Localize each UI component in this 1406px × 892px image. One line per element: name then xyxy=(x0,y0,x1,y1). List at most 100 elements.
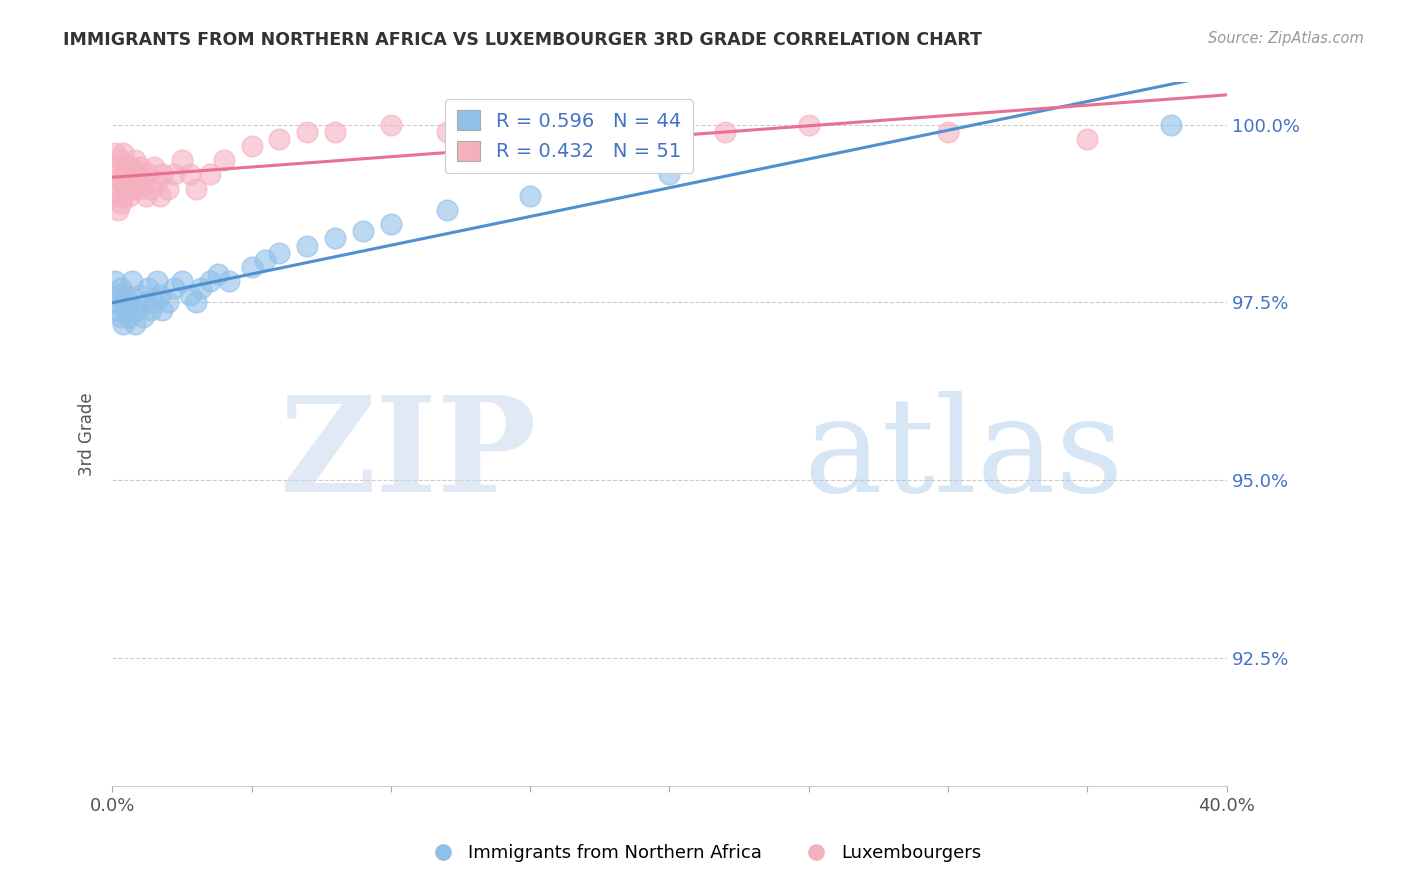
Point xyxy=(110,310,132,324)
Point xyxy=(152,167,174,181)
Point xyxy=(118,188,141,202)
Legend: R = 0.596   N = 44, R = 0.432   N = 51: R = 0.596 N = 44, R = 0.432 N = 51 xyxy=(446,99,693,173)
Point xyxy=(380,217,402,231)
Point xyxy=(135,188,157,202)
Point xyxy=(127,167,149,181)
Point xyxy=(156,295,179,310)
Text: IMMIGRANTS FROM NORTHERN AFRICA VS LUXEMBOURGER 3RD GRADE CORRELATION CHART: IMMIGRANTS FROM NORTHERN AFRICA VS LUXEM… xyxy=(63,31,983,49)
Point xyxy=(269,132,291,146)
Point xyxy=(104,167,127,181)
Point xyxy=(380,118,402,132)
Point xyxy=(110,174,132,188)
Point xyxy=(184,181,207,195)
Point xyxy=(115,161,138,175)
Point xyxy=(129,181,152,195)
Point xyxy=(170,274,193,288)
Point xyxy=(143,295,166,310)
Point xyxy=(198,274,221,288)
Point xyxy=(115,181,138,195)
Point xyxy=(129,288,152,302)
Point xyxy=(436,125,458,139)
Point xyxy=(936,125,959,139)
Point xyxy=(135,295,157,310)
Point xyxy=(104,146,127,161)
Point xyxy=(138,167,160,181)
Point xyxy=(146,274,169,288)
Point xyxy=(179,167,201,181)
Point xyxy=(323,231,346,245)
Point xyxy=(118,167,141,181)
Point xyxy=(714,125,737,139)
Point xyxy=(658,167,681,181)
Point xyxy=(323,125,346,139)
Point xyxy=(297,238,319,252)
Point xyxy=(107,181,129,195)
Point xyxy=(107,161,129,175)
Point xyxy=(179,288,201,302)
Point xyxy=(436,202,458,217)
Y-axis label: 3rd Grade: 3rd Grade xyxy=(79,392,96,475)
Point xyxy=(141,302,163,317)
Point xyxy=(149,188,172,202)
Legend: Immigrants from Northern Africa, Luxembourgers: Immigrants from Northern Africa, Luxembo… xyxy=(418,838,988,870)
Point xyxy=(129,161,152,175)
Point xyxy=(152,302,174,317)
Point xyxy=(1076,132,1098,146)
Point xyxy=(269,245,291,260)
Point xyxy=(658,118,681,132)
Point xyxy=(184,295,207,310)
Point xyxy=(143,161,166,175)
Point xyxy=(212,153,235,168)
Point xyxy=(162,167,184,181)
Point xyxy=(124,153,146,168)
Point xyxy=(190,281,212,295)
Text: atlas: atlas xyxy=(803,391,1123,520)
Point xyxy=(110,281,132,295)
Point xyxy=(207,267,229,281)
Point xyxy=(121,161,143,175)
Point xyxy=(107,302,129,317)
Point xyxy=(110,153,132,168)
Text: ZIP: ZIP xyxy=(278,391,536,520)
Point xyxy=(112,317,135,331)
Point xyxy=(115,288,138,302)
Point xyxy=(118,295,141,310)
Point xyxy=(218,274,240,288)
Point xyxy=(254,252,277,267)
Point xyxy=(141,181,163,195)
Point xyxy=(297,125,319,139)
Point xyxy=(112,167,135,181)
Point xyxy=(104,295,127,310)
Point xyxy=(121,181,143,195)
Text: Source: ZipAtlas.com: Source: ZipAtlas.com xyxy=(1208,31,1364,46)
Point xyxy=(118,310,141,324)
Point xyxy=(519,132,541,146)
Point xyxy=(112,188,135,202)
Point xyxy=(115,302,138,317)
Point xyxy=(170,153,193,168)
Point xyxy=(156,181,179,195)
Point xyxy=(519,188,541,202)
Point xyxy=(127,302,149,317)
Point xyxy=(146,174,169,188)
Point xyxy=(124,317,146,331)
Point xyxy=(107,288,129,302)
Point xyxy=(240,139,263,153)
Point xyxy=(149,288,172,302)
Point xyxy=(240,260,263,274)
Point xyxy=(162,281,184,295)
Point xyxy=(112,146,135,161)
Point xyxy=(104,188,127,202)
Point xyxy=(107,202,129,217)
Point xyxy=(138,281,160,295)
Point xyxy=(104,274,127,288)
Point xyxy=(603,125,626,139)
Point xyxy=(198,167,221,181)
Point xyxy=(112,295,135,310)
Point xyxy=(797,118,820,132)
Point xyxy=(110,195,132,210)
Point xyxy=(1160,118,1182,132)
Point xyxy=(132,174,155,188)
Point xyxy=(124,174,146,188)
Point xyxy=(121,274,143,288)
